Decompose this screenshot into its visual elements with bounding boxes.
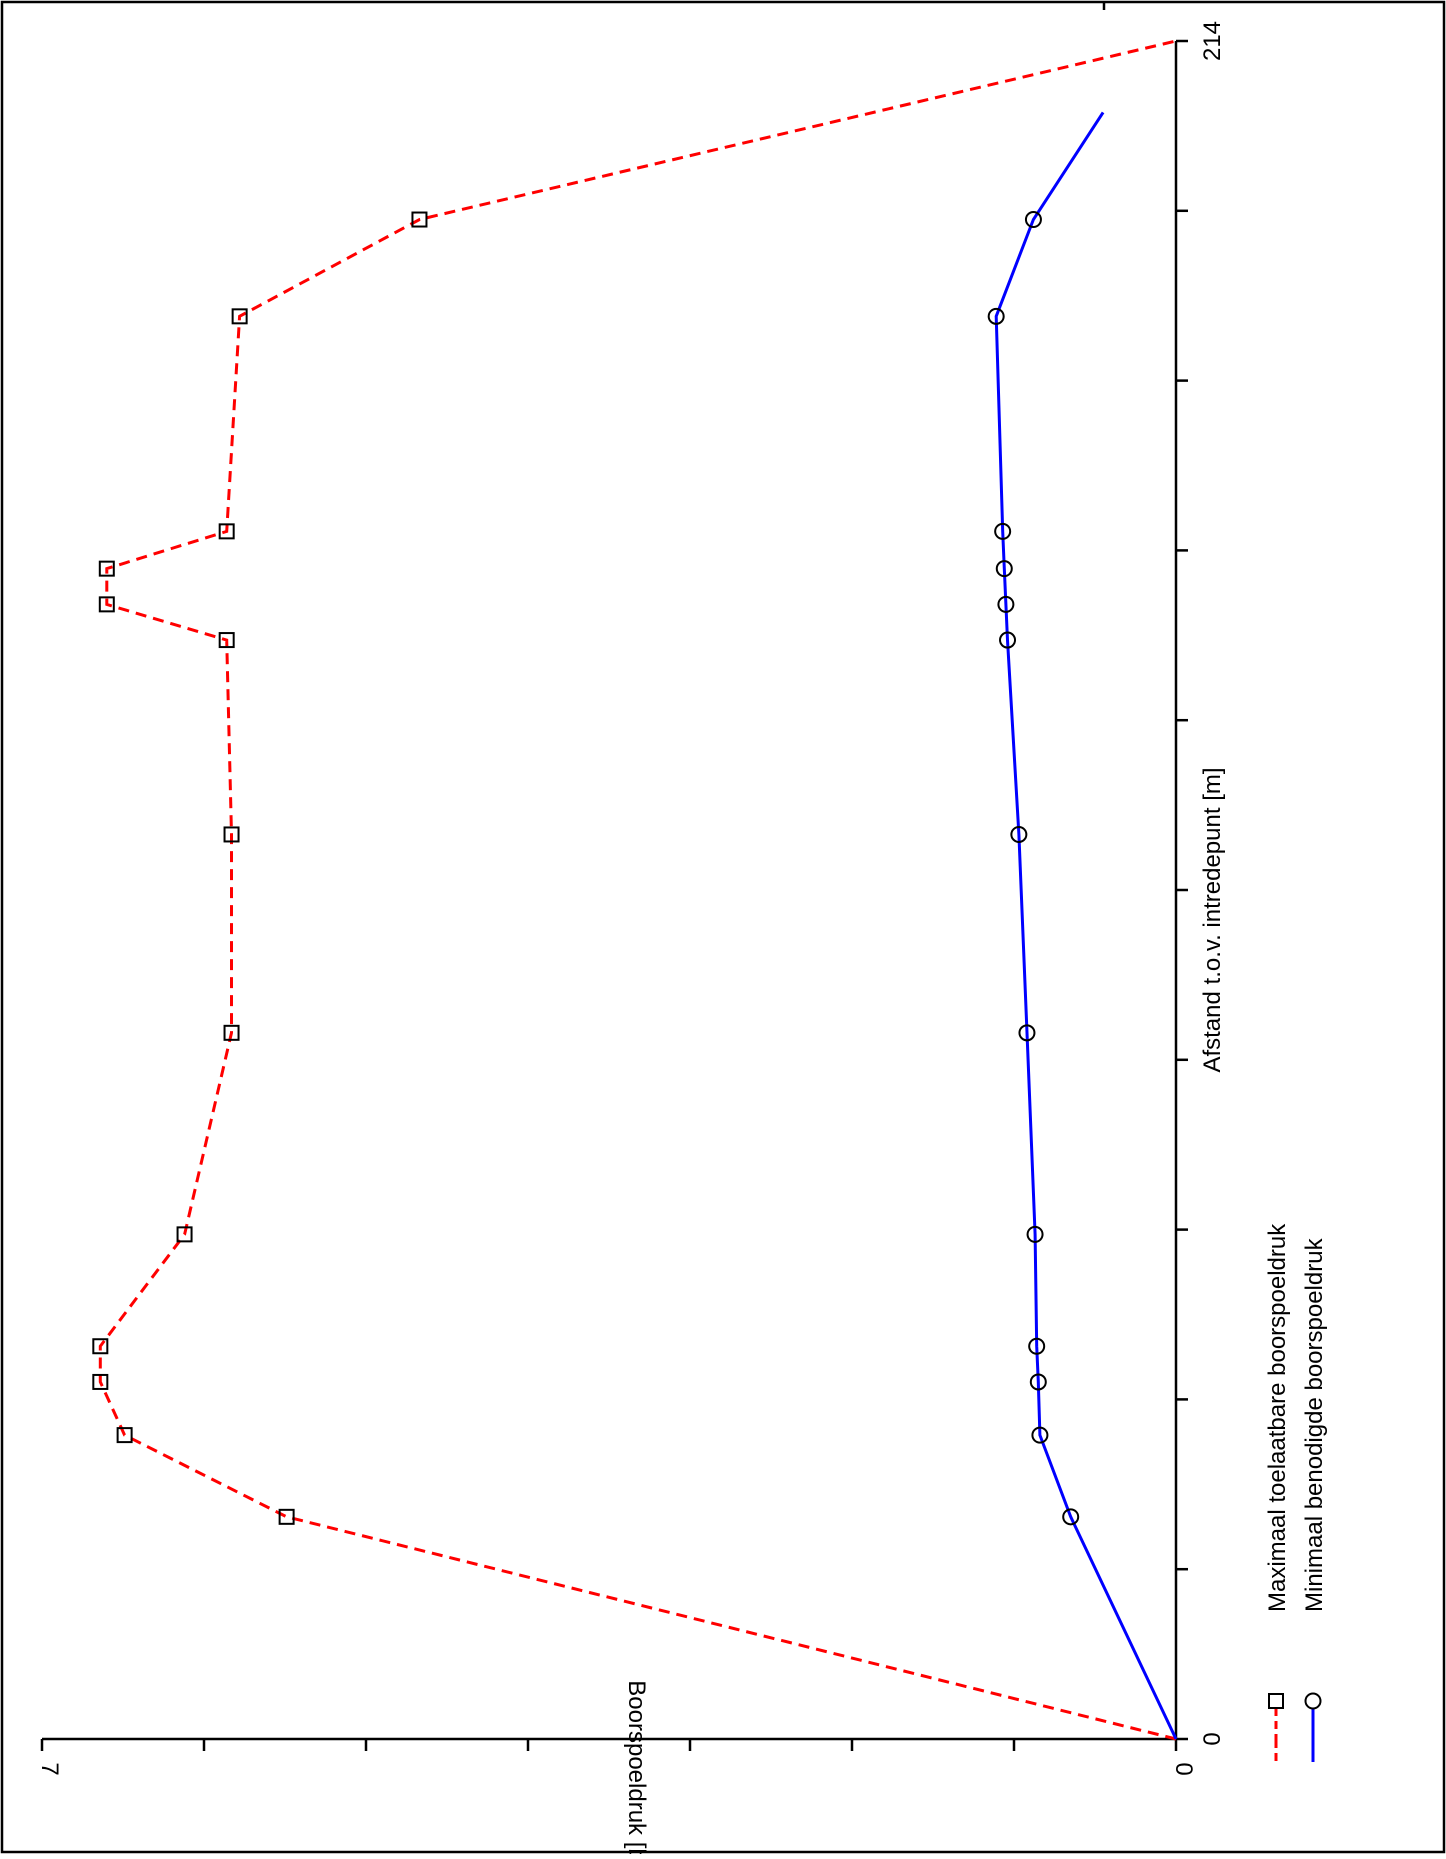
data-point-circle <box>997 595 1015 613</box>
data-point-circle <box>1010 825 1028 843</box>
data-point-circle <box>994 522 1012 540</box>
data-point-circle <box>999 631 1017 649</box>
plot-area: 0 214 Afstand t.o.v. intredepunt [m] 0 7 Boor… <box>36 21 1226 1859</box>
data-point-circle <box>1026 1225 1044 1243</box>
y-tick-label: 7 <box>36 1762 63 1775</box>
x-tick-label: 214 <box>1199 21 1226 61</box>
data-point-circle <box>1029 1373 1047 1391</box>
data-point-circle <box>987 307 1005 325</box>
data-point-square <box>176 1226 193 1243</box>
legend-marker-circle <box>1304 1692 1322 1710</box>
y-axis-label: Boorspoeldruk [bar] <box>623 1680 650 1854</box>
legend-label-1: Maximaal toelaatbare boorspoeldruk <box>1264 1223 1291 1612</box>
data-point-square <box>223 1024 240 1041</box>
y-tick-label: 0 <box>1170 1762 1197 1775</box>
data-point-square <box>218 523 235 540</box>
data-point-square <box>92 1338 109 1355</box>
data-point-square <box>278 1508 295 1525</box>
x-tick-label: 0 <box>1199 1732 1226 1745</box>
x-axis-label: Afstand t.o.v. intredepunt [m] <box>1199 767 1226 1072</box>
data-point-square <box>231 308 248 325</box>
data-point-circle <box>1062 1508 1080 1526</box>
data-point-square <box>218 632 235 649</box>
series-line-1 <box>98 39 1177 1741</box>
legend-label-2: Minimaal benodigde boorspoeldruk <box>1301 1237 1328 1612</box>
data-point-square <box>98 560 115 577</box>
data-point-square <box>116 1427 133 1444</box>
data-point-circle <box>1024 211 1042 229</box>
series-line-2 <box>994 111 1178 1740</box>
data-point-circle <box>995 560 1013 578</box>
data-point-circle <box>1031 1426 1049 1444</box>
legend: Maximaal toelaatbare boorspoeldruk Minima… <box>1264 1223 1328 1762</box>
data-point-square <box>92 1373 109 1390</box>
data-point-square <box>223 826 240 843</box>
data-point-circle <box>1028 1337 1046 1355</box>
data-point-circle <box>1018 1024 1036 1042</box>
legend-marker-square <box>1268 1693 1284 1709</box>
data-point-square <box>411 211 428 228</box>
data-point-square <box>98 596 115 613</box>
